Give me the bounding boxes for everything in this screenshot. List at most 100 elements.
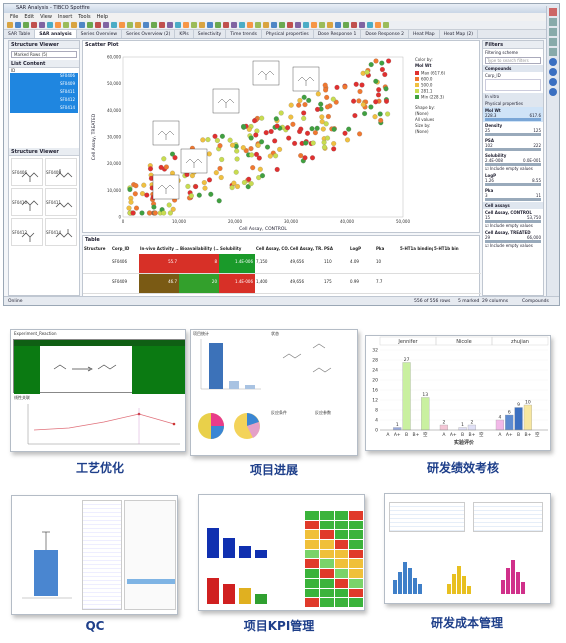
scatter-point[interactable] — [246, 126, 252, 132]
toolbar-button-icon[interactable] — [223, 22, 229, 28]
scatter-point[interactable] — [263, 130, 269, 136]
side-button[interactable] — [549, 8, 557, 16]
range-filter[interactable]: Cell Assay, TREATED 29 66,000 ☑ Include emp… — [483, 229, 543, 249]
help-icon[interactable] — [549, 88, 557, 96]
scatter-point[interactable] — [260, 173, 266, 179]
scatter-point[interactable] — [357, 88, 363, 94]
range-slider[interactable] — [485, 198, 541, 201]
heatmap-cell[interactable] — [305, 588, 319, 598]
scatter-plot[interactable]: 0 10,000 20,000 30,000 40,000 50,000 0 10,000 20… — [83, 49, 481, 233]
scatter-point[interactable] — [352, 113, 358, 119]
physical-header[interactable]: Physical properties — [483, 100, 543, 107]
structure-cell[interactable]: SF0411 — [45, 188, 77, 216]
scatter-point[interactable] — [245, 184, 251, 190]
list-item[interactable]: SF0412 — [59, 97, 75, 102]
toolbar-button-icon[interactable] — [343, 22, 349, 28]
scatter-point[interactable] — [386, 58, 392, 64]
scatter-point[interactable] — [346, 126, 352, 132]
structure-callout[interactable] — [180, 148, 208, 174]
scatter-point[interactable] — [147, 166, 153, 172]
scatter-point[interactable] — [212, 133, 218, 139]
scatter-point[interactable] — [315, 106, 321, 112]
scatter-point[interactable] — [235, 184, 241, 190]
side-button[interactable] — [549, 18, 557, 26]
toolbar-button-icon[interactable] — [367, 22, 373, 28]
include-empty-checkbox[interactable]: ☑ Include empty values — [485, 166, 533, 171]
range-filter[interactable]: PSA 102 222 — [483, 137, 543, 152]
range-filter[interactable]: Cell assays — [483, 202, 543, 209]
scatter-point[interactable] — [133, 205, 139, 211]
scatter-point[interactable] — [230, 142, 236, 148]
scatter-point[interactable] — [321, 139, 327, 145]
scatter-point[interactable] — [385, 111, 391, 117]
menu-view[interactable]: View — [40, 14, 52, 20]
scatter-point[interactable] — [373, 58, 379, 64]
scatter-point[interactable] — [298, 153, 304, 159]
toolbar-button-icon[interactable] — [359, 22, 365, 28]
legend-item[interactable]: 281.1 — [421, 89, 433, 94]
heatmap-cell[interactable] — [305, 578, 319, 588]
structure-callout[interactable] — [152, 174, 180, 200]
scatter-point[interactable] — [312, 130, 318, 136]
scatter-point[interactable] — [219, 156, 225, 162]
scatter-point[interactable] — [382, 72, 388, 78]
scatter-point[interactable] — [216, 198, 222, 204]
heatmap-cell[interactable] — [334, 598, 349, 607]
scatter-point[interactable] — [259, 115, 265, 121]
toolbar-button-icon[interactable] — [199, 22, 205, 28]
toolbar-button-icon[interactable] — [63, 22, 69, 28]
performance-bar[interactable] — [421, 397, 430, 431]
scatter-point[interactable] — [379, 60, 385, 66]
toolbar-button-icon[interactable] — [215, 22, 221, 28]
heatmap-cell[interactable] — [349, 559, 363, 569]
scatter-point[interactable] — [302, 155, 308, 161]
heatmap-cell[interactable] — [349, 520, 363, 530]
scatter-point[interactable] — [139, 191, 145, 197]
table-column-header[interactable]: Structure — [84, 246, 106, 251]
scatter-point[interactable] — [233, 169, 239, 175]
toolbar-button-icon[interactable] — [71, 22, 77, 28]
scatter-point[interactable] — [330, 96, 336, 102]
toolbar-button-icon[interactable] — [95, 22, 101, 28]
help-icon[interactable] — [549, 78, 557, 86]
heatmap-cell[interactable] — [319, 520, 334, 530]
scatter-point[interactable] — [351, 98, 357, 104]
scatter-point[interactable] — [384, 98, 390, 104]
scatter-point[interactable] — [362, 111, 368, 117]
scatter-point[interactable] — [161, 210, 167, 216]
toolbar-button-icon[interactable] — [207, 22, 213, 28]
toolbar-button-icon[interactable] — [311, 22, 317, 28]
heatmap-cell[interactable] — [305, 511, 319, 520]
toolbar-button-icon[interactable] — [103, 22, 109, 28]
scatter-point[interactable] — [167, 210, 173, 216]
scatter-point[interactable] — [267, 153, 273, 159]
scatter-point[interactable] — [274, 123, 280, 129]
scatter-point[interactable] — [342, 84, 348, 90]
filter-search-input[interactable]: Type to search filters — [485, 57, 541, 64]
heatmap-cell[interactable] — [305, 540, 319, 549]
toolbar-button-icon[interactable] — [39, 22, 45, 28]
toolbar-button-icon[interactable] — [143, 22, 149, 28]
scatter-point[interactable] — [319, 119, 325, 125]
heatmap-cell[interactable] — [349, 530, 363, 540]
scatter-point[interactable] — [202, 185, 208, 191]
scatter-point[interactable] — [253, 132, 259, 138]
scatter-point[interactable] — [368, 104, 374, 110]
menu-edit[interactable]: Edit — [24, 14, 35, 20]
toolbar-button-icon[interactable] — [327, 22, 333, 28]
range-slider[interactable] — [485, 220, 541, 223]
toolbar-button-icon[interactable] — [239, 22, 245, 28]
menu-file[interactable]: File — [10, 14, 19, 20]
heatmap-cell[interactable] — [334, 588, 349, 598]
performance-bar[interactable] — [514, 407, 523, 431]
all-values-option[interactable]: All values — [415, 117, 434, 122]
table-column-header[interactable]: Cell Assay, TR... — [290, 246, 323, 251]
scatter-point[interactable] — [130, 210, 136, 216]
scatter-point[interactable] — [248, 146, 254, 152]
scatter-point[interactable] — [364, 69, 370, 75]
scatter-point[interactable] — [132, 191, 138, 197]
kpi-bar-charts[interactable] — [201, 498, 281, 610]
scatter-point[interactable] — [272, 138, 278, 144]
scatter-point[interactable] — [305, 130, 311, 136]
scatter-point[interactable] — [255, 142, 261, 148]
